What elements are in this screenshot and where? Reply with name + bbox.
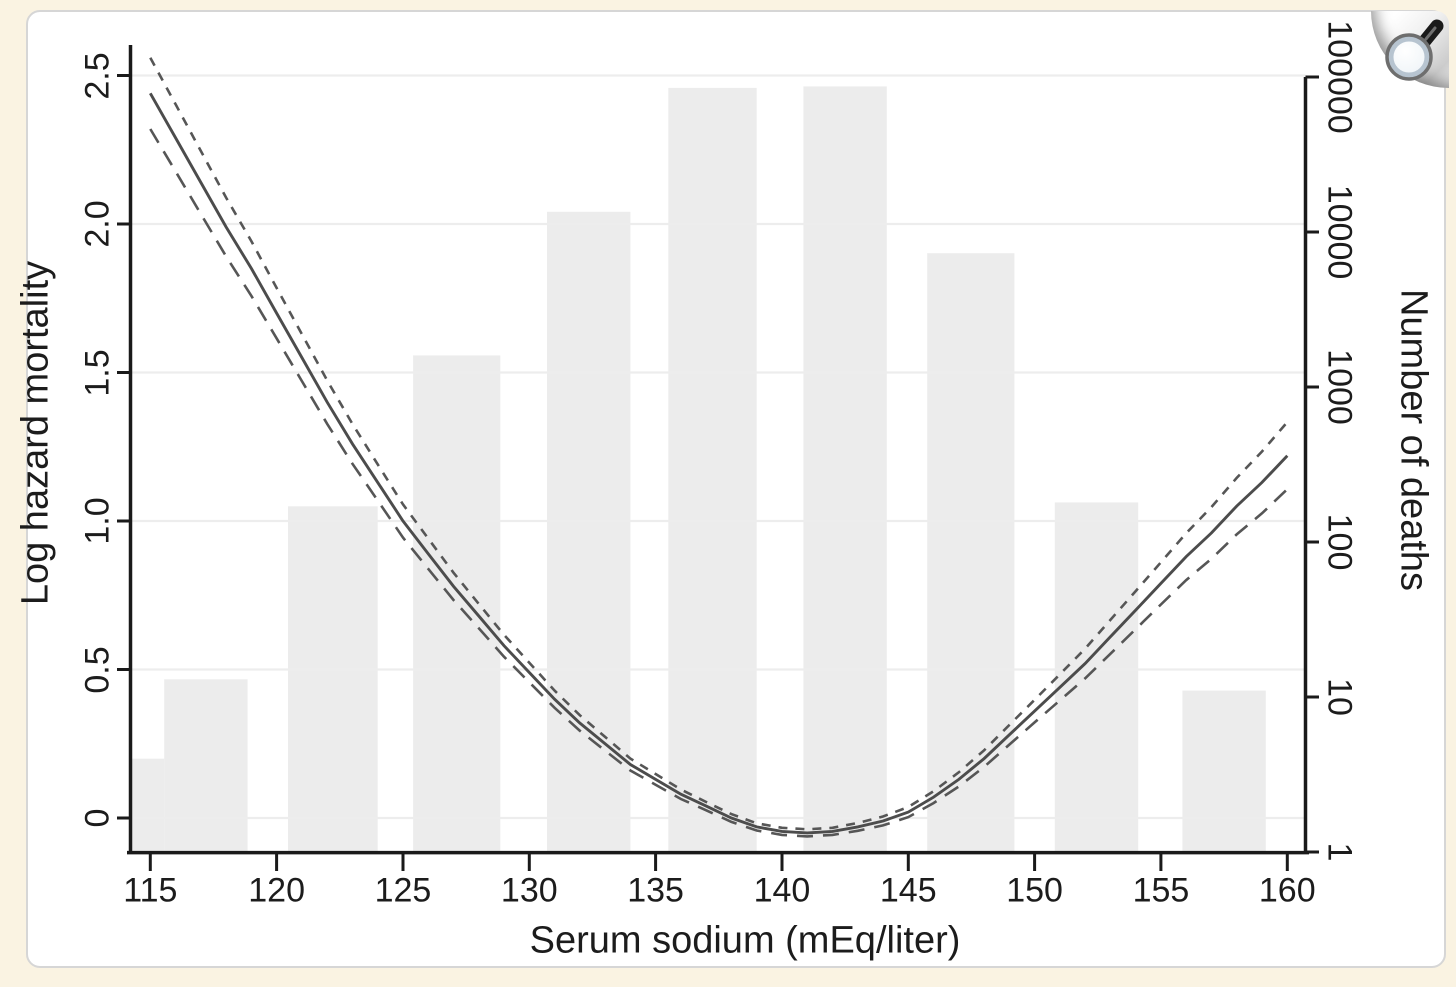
y-right-axis-title: Number of deaths	[1392, 288, 1435, 592]
y-left-axis-title: Log hazard mortality	[14, 260, 57, 606]
y-left-tick-label: 0	[78, 808, 117, 828]
x-tick-label: 125	[374, 871, 432, 910]
y-left-tick-label: 1.5	[78, 348, 117, 397]
x-tick-label: 145	[879, 871, 937, 910]
magnifier-handle-glint	[1424, 26, 1437, 41]
y-right-tick-label: 100	[1320, 513, 1359, 571]
x-tick-label: 150	[1006, 871, 1063, 910]
histogram-bar	[1054, 502, 1139, 851]
y-right-tick-label: 1000	[1320, 349, 1359, 425]
x-tick-label: 140	[753, 871, 811, 910]
histogram-bar	[164, 679, 248, 851]
y-left-tick-label: 1.0	[78, 497, 117, 545]
y-left-tick-label: 2.5	[78, 51, 117, 100]
ci-lower-line	[149, 128, 1289, 838]
histogram-bar	[927, 253, 1015, 851]
histogram-bar	[130, 758, 165, 851]
histogram-bar	[1182, 690, 1266, 851]
magnifier-lens	[1386, 34, 1432, 80]
histogram-bar	[288, 506, 378, 851]
histogram-bar	[668, 87, 757, 851]
x-tick-label: 155	[1132, 871, 1190, 910]
y-right-tick-label: 10	[1320, 678, 1359, 716]
x-tick-label: 120	[248, 871, 305, 910]
magnifier-ring	[1385, 33, 1433, 81]
magnifier-icon	[1385, 19, 1444, 81]
hazard-curve-line	[149, 92, 1289, 835]
histogram-bar	[413, 355, 501, 851]
y-left-tick-label: 2.0	[78, 200, 117, 248]
x-tick-label: 160	[1258, 871, 1316, 910]
y-right-tick-label: 1	[1320, 842, 1359, 862]
histogram-bar	[547, 211, 631, 852]
y-right-tick-label: 100000	[1320, 20, 1359, 134]
x-tick-label: 135	[627, 871, 684, 910]
y-left-tick-label: 0.5	[78, 645, 117, 694]
x-tick-label: 115	[123, 871, 178, 910]
ci-upper-line	[149, 57, 1289, 831]
zoom-corner-badge[interactable]	[1371, 11, 1449, 88]
histogram-bar	[803, 86, 887, 851]
y-right-tick-label: 10000	[1320, 184, 1359, 280]
x-axis-title: Serum sodium (mEq/liter)	[529, 919, 961, 962]
x-tick-label: 130	[500, 871, 558, 910]
